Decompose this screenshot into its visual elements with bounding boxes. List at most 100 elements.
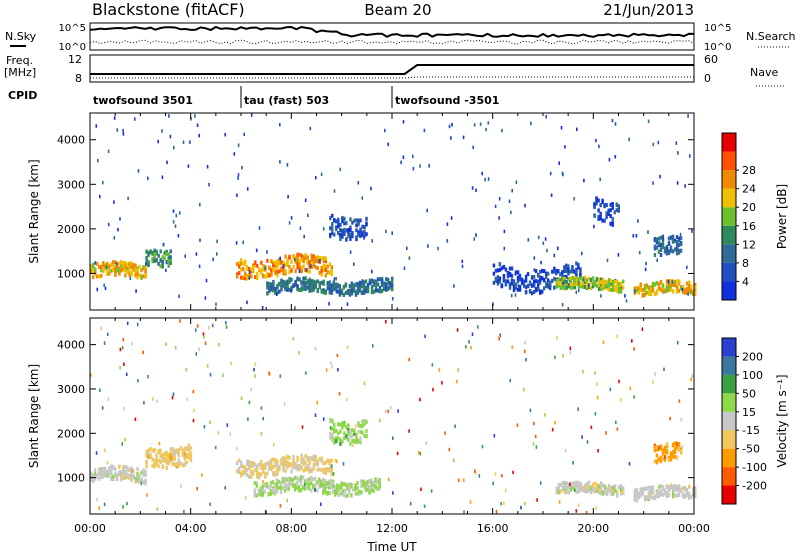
heatmap-cell: [310, 259, 313, 264]
heatmap-cell: [368, 486, 371, 491]
heatmap-cell: [92, 262, 95, 267]
heatmap-cell: [279, 374, 282, 378]
heatmap-cell: [306, 279, 309, 284]
heatmap-cell: [339, 222, 342, 227]
heatmap-cell: [309, 126, 312, 131]
heatmap-cell: [330, 468, 333, 473]
heatmap-cell: [532, 274, 536, 279]
heatmap-cell: [675, 445, 679, 450]
heatmap-cell: [512, 470, 514, 475]
heatmap-cell: [314, 459, 317, 464]
heatmap-cell: [95, 451, 98, 455]
heatmap-cell: [291, 483, 295, 488]
heatmap-cell: [571, 481, 575, 486]
heatmap-cell: [90, 269, 93, 274]
heatmap-cell: [282, 467, 285, 472]
heatmap-cell: [457, 368, 459, 372]
heatmap-cell: [307, 486, 311, 491]
heatmap-cell: [224, 486, 226, 490]
heatmap-cell: [655, 289, 659, 294]
heatmap-cell: [619, 398, 622, 402]
heatmap-cell: [539, 278, 542, 282]
heatmap-cell: [113, 200, 115, 204]
freq-tick-left-top: 12: [68, 53, 82, 66]
heatmap-cell: [274, 271, 277, 275]
colorbar-segment: [722, 338, 736, 357]
heatmap-cell: [639, 282, 642, 287]
heatmap-cell: [270, 463, 273, 468]
heatmap-cell: [240, 258, 243, 263]
heatmap-cell: [605, 279, 609, 284]
heatmap-cell: [637, 219, 639, 223]
heatmap-cell: [235, 447, 238, 451]
heatmap-cell: [187, 164, 190, 168]
heatmap-cell: [362, 287, 366, 292]
heatmap-cell: [559, 482, 562, 487]
heatmap-cell: [134, 417, 137, 421]
heatmap-cell: [649, 287, 653, 292]
heatmap-cell: [236, 262, 239, 267]
heatmap-cell: [354, 289, 358, 294]
heatmap-cell: [316, 461, 319, 466]
heatmap-cell: [609, 214, 612, 218]
heatmap-cell: [579, 276, 583, 281]
heatmap-cell: [577, 262, 580, 267]
heatmap-cell: [673, 493, 677, 498]
heatmap-cell: [314, 476, 317, 481]
heatmap-cell: [512, 284, 516, 289]
heatmap-cell: [593, 487, 597, 491]
heatmap-cell: [322, 227, 325, 231]
heatmap-cell: [465, 345, 467, 349]
heatmap-cell: [359, 424, 362, 428]
heatmap-cell: [595, 488, 599, 493]
heatmap-cell: [605, 487, 609, 492]
heatmap-cell: [469, 500, 472, 504]
heatmap-cell: [292, 465, 295, 470]
heatmap-cell: [250, 113, 253, 117]
heatmap-cell: [641, 288, 645, 292]
heatmap-cell: [134, 270, 137, 275]
heatmap-cell: [280, 457, 283, 462]
heatmap-cell: [382, 281, 386, 286]
heatmap-cell: [322, 417, 325, 421]
heatmap-cell: [337, 231, 340, 236]
heatmap-cell: [98, 472, 101, 477]
heatmap-cell: [565, 274, 568, 279]
heatmap-cell: [269, 483, 273, 488]
heatmap-cell: [310, 253, 313, 258]
heatmap-cell: [635, 234, 638, 238]
heatmap-cell: [370, 186, 372, 191]
heatmap-cell: [282, 460, 285, 465]
heatmap-cell: [661, 492, 665, 497]
heatmap-cell: [132, 265, 135, 270]
heatmap-cell: [339, 422, 342, 427]
heatmap-cell: [254, 275, 257, 280]
heatmap-cell: [185, 460, 188, 465]
heatmap-cell: [577, 265, 580, 270]
heatmap-cell: [312, 263, 315, 268]
heatmap-cell: [692, 290, 695, 295]
heatmap-cell: [655, 445, 659, 449]
heatmap-cell: [649, 485, 653, 490]
heatmap-cell: [360, 291, 364, 295]
heatmap-cell: [102, 466, 105, 471]
heatmap-cell: [334, 282, 337, 287]
heatmap-cell: [299, 488, 303, 493]
heatmap-cell: [294, 306, 296, 310]
nsearch-label: N.Search: [746, 30, 796, 43]
heatmap-cell: [260, 270, 263, 275]
heatmap-cell: [347, 423, 350, 428]
heatmap-cell: [158, 441, 161, 446]
heatmap-cell: [579, 267, 582, 272]
heatmap-cell: [147, 176, 149, 181]
heatmap-cell: [349, 441, 352, 446]
heatmap-cell: [328, 286, 331, 291]
heatmap-cell: [94, 471, 97, 476]
heatmap-cell: [363, 419, 366, 423]
heatmap-cell: [180, 484, 182, 488]
heatmap-cell: [599, 286, 603, 291]
heatmap-cell: [504, 267, 508, 272]
heatmap-cell: [292, 461, 295, 466]
heatmap-cell: [350, 483, 353, 488]
noise-panel-frame: [89, 22, 695, 51]
